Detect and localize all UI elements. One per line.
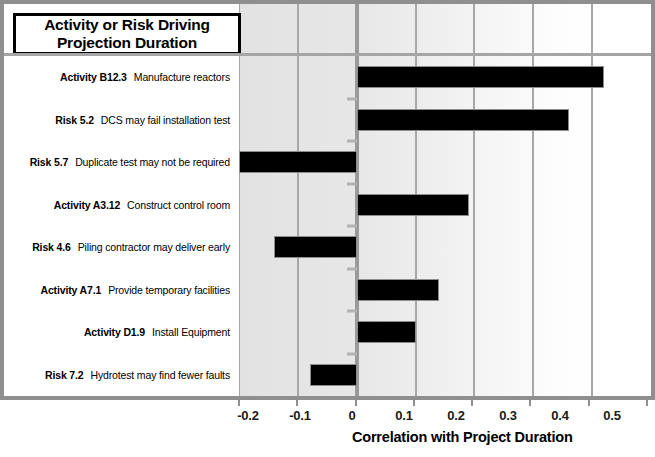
correlation-bar — [357, 279, 439, 301]
category-description: Provide temporary facilities — [108, 284, 230, 296]
category-id: Risk 5.2 — [55, 114, 94, 126]
x-axis-tick-mark — [471, 400, 473, 406]
x-axis-tick-mark — [588, 400, 590, 406]
x-axis-tick-label: 0.4 — [551, 408, 568, 423]
x-axis-tick-label: -0.1 — [289, 408, 311, 423]
category-labels: Activity B12.3 Manufacture reactors Risk 5… — [4, 56, 239, 396]
category-description: Hydrotest may find fewer faults — [91, 369, 231, 381]
chart-frame: Activity or Risk Driving Projection Dura… — [0, 0, 655, 400]
correlation-bar — [274, 236, 356, 258]
category-description: Duplicate test may not be required — [75, 156, 230, 168]
x-axis-tick-label: 0.1 — [395, 408, 412, 423]
category-id: Activity A7.1 — [40, 284, 101, 296]
category-description: Manufacture reactors — [134, 71, 230, 83]
x-axis-tick-mark — [646, 400, 648, 406]
category-label-row: Risk 7.2 Hydrotest may find fewer faults — [4, 354, 239, 397]
correlation-tornado-chart: { "header": { "title_line1": "Activity o… — [0, 0, 655, 457]
chart-title-box: Activity or Risk Driving Projection Dura… — [13, 13, 241, 55]
category-label-row: Risk 4.6 Piling contractor may deliver ea… — [4, 226, 239, 269]
header-separator-line — [4, 53, 651, 56]
correlation-bar — [357, 109, 569, 131]
x-axis-title: Correlation with Project Duration — [352, 429, 573, 445]
correlation-bar — [357, 321, 416, 343]
category-label-row: Activity A7.1 Provide temporary facilitie… — [4, 269, 239, 312]
category-id: Activity D1.9 — [84, 326, 145, 338]
category-boundary-tick — [347, 225, 357, 228]
chart-title-line2: Projection Duration — [57, 34, 197, 52]
category-label-row: Activity D1.9 Install Equipment — [4, 311, 239, 354]
x-axis-tick-label: 0.2 — [447, 408, 464, 423]
category-boundary-tick — [347, 352, 357, 355]
chart-title-line1: Activity or Risk Driving — [44, 16, 210, 34]
x-axis-tick-label: 0.3 — [499, 408, 516, 423]
category-description: Piling contractor may deliver early — [78, 241, 230, 253]
x-axis-tick-mark — [296, 400, 298, 406]
x-axis-tick-label: -0.2 — [237, 408, 259, 423]
correlation-bar — [357, 194, 469, 216]
category-description: DCS may fail installation test — [101, 114, 230, 126]
x-axis-tick-mark — [355, 400, 357, 406]
correlation-bar — [239, 151, 357, 173]
category-label-row: Risk 5.2 DCS may fail installation test — [4, 99, 239, 142]
category-id: Activity B12.3 — [60, 71, 127, 83]
bars-layer — [239, 56, 651, 396]
category-boundary-tick — [347, 267, 357, 270]
category-boundary-tick — [347, 140, 357, 143]
category-label-row: Activity B12.3 Manufacture reactors — [4, 56, 239, 99]
category-boundary-tick — [347, 310, 357, 313]
correlation-bar — [310, 364, 357, 386]
category-description: Construct control room — [127, 199, 230, 211]
category-id: Risk 4.6 — [32, 241, 71, 253]
x-axis-tick-label: 0.5 — [603, 408, 620, 423]
category-label-row: Activity A3.12 Construct control room — [4, 184, 239, 227]
correlation-bar — [357, 66, 604, 88]
x-axis-tick-label: 0 — [348, 408, 355, 423]
category-description: Install Equipment — [152, 326, 230, 338]
x-axis-tick-mark — [238, 400, 240, 406]
category-id: Risk 7.2 — [45, 369, 84, 381]
x-axis-tick-mark — [413, 400, 415, 406]
x-axis-tick-mark — [529, 400, 531, 406]
category-id: Activity A3.12 — [54, 199, 120, 211]
category-boundary-tick — [347, 97, 357, 100]
header-cell: Activity or Risk Driving Projection Dura… — [4, 4, 239, 53]
category-id: Risk 5.7 — [30, 156, 69, 168]
category-label-row: Risk 5.7 Duplicate test may not be requir… — [4, 141, 239, 184]
category-boundary-tick — [347, 182, 357, 185]
